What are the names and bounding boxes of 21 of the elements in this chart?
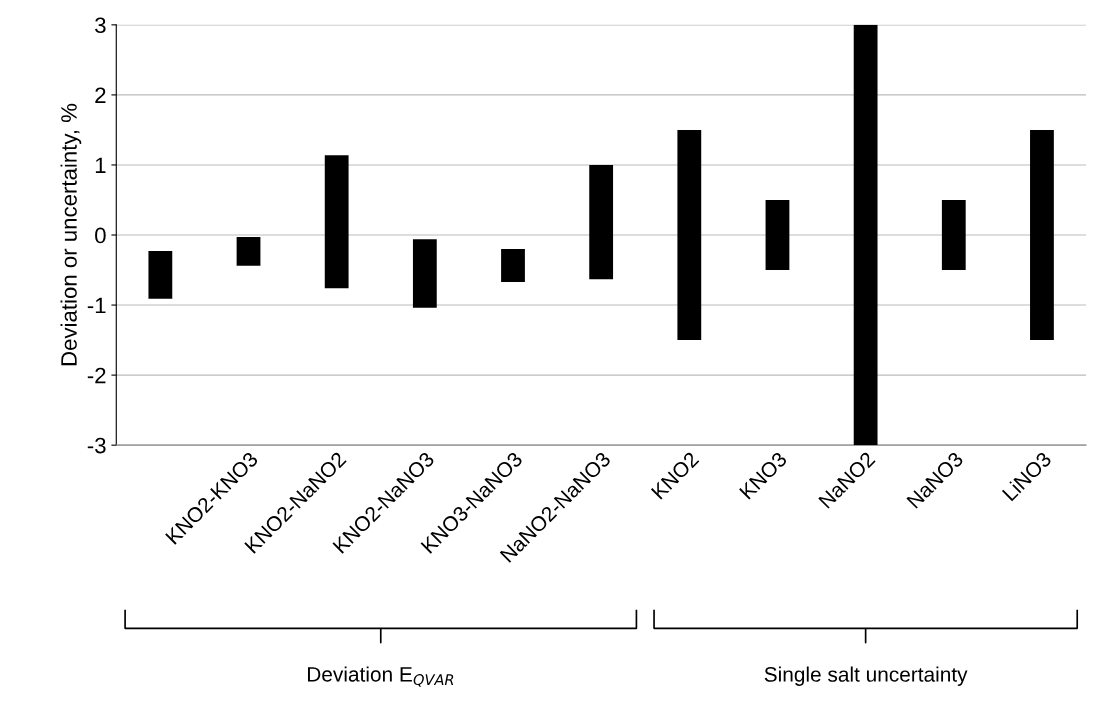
- text: Deviation E$_{QVAR}$: [307, 666, 454, 687]
- bar: [236, 237, 261, 266]
- bar: [765, 199, 790, 271]
- y-tick-label: -2: [87, 367, 106, 384]
- bar: [148, 251, 173, 299]
- bar: [1030, 129, 1054, 341]
- y-tick-label: -3: [87, 437, 106, 454]
- y-tick-label: 2: [95, 87, 106, 103]
- y-tick-label: -1: [87, 297, 106, 314]
- y-tick-label: 1: [95, 157, 106, 174]
- bar: [853, 24, 878, 446]
- bar: [324, 155, 349, 289]
- bar: [589, 164, 614, 280]
- bar: [941, 199, 966, 271]
- bar: [677, 129, 702, 341]
- y-axis-title: Deviation or uncertainty, %: [60, 103, 82, 366]
- y-tick-label: 3: [95, 17, 106, 34]
- bar: [501, 249, 525, 282]
- bar: [412, 239, 437, 308]
- y-tick-label: 0: [95, 227, 106, 244]
- text: Single salt uncertainty: [764, 666, 968, 686]
